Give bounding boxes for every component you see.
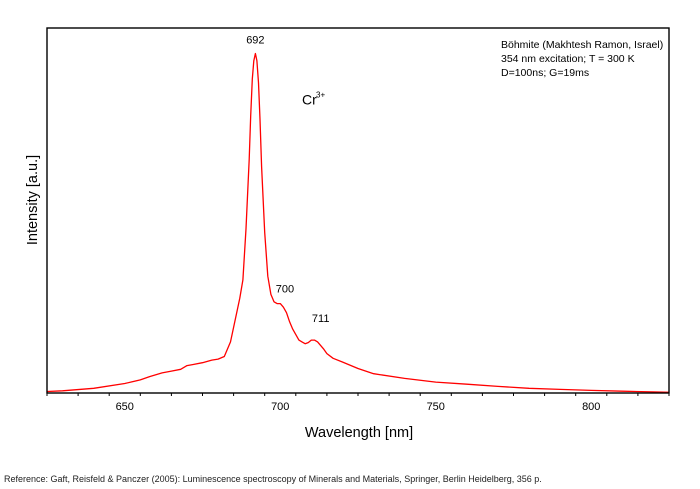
x-tick-label: 800 <box>582 401 600 413</box>
emission-spectrum-line <box>46 52 670 393</box>
peak-label: 700 <box>276 284 294 296</box>
x-tick-label: 750 <box>427 401 445 413</box>
excitation-info: 354 nm excitation; T = 300 K <box>501 53 635 65</box>
cr3-ion-label: Cr 3+ <box>302 91 325 108</box>
gate-info: D=100ns; G=19ms <box>501 67 589 79</box>
plot-frame <box>46 27 670 394</box>
peak-label: 692 <box>246 35 264 47</box>
ion-charge: 3+ <box>316 91 325 100</box>
x-axis-title: Wavelength [nm] <box>305 425 413 441</box>
x-tick-label: 650 <box>116 401 134 413</box>
sample-info: Böhmite (Makhtesh Ramon, Israel) 354 nm … <box>501 39 663 79</box>
sample-name: Böhmite (Makhtesh Ramon, Israel) <box>501 39 663 51</box>
reference-citation: Reference: Gaft, Reisfeld & Panczer (200… <box>4 474 542 484</box>
x-tick-label: 700 <box>271 401 289 413</box>
y-axis-title: Intensity [a.u.] <box>25 155 41 245</box>
x-tick-labels: 650 700 750 800 <box>116 401 601 413</box>
peak-label: 711 <box>312 313 330 325</box>
peak-labels: 692 700 711 <box>246 35 329 325</box>
ion-symbol: Cr <box>302 92 317 108</box>
